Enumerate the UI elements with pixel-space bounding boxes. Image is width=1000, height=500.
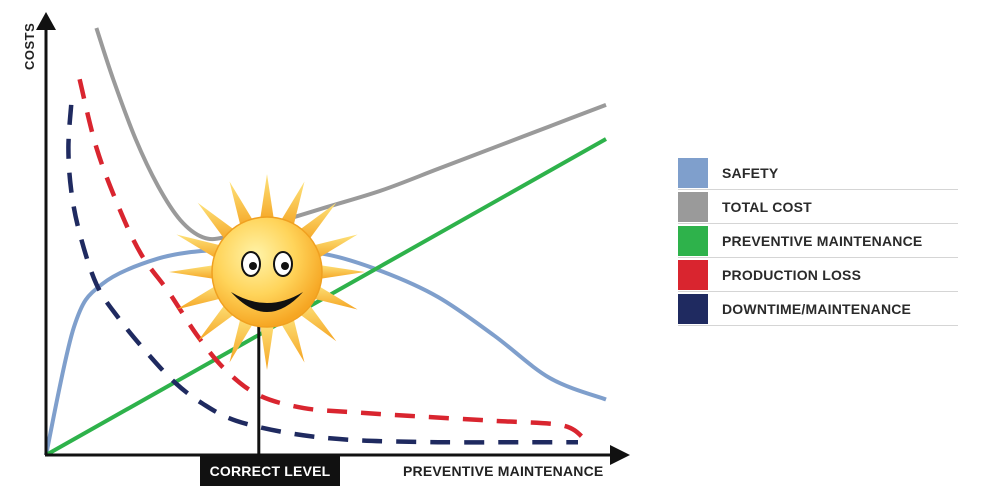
- correct-level-label: CORRECT LEVEL: [200, 456, 340, 486]
- sun-ray: [309, 234, 358, 260]
- series-line-downtime-maintenance: [66, 104, 578, 445]
- sun-rays: [169, 174, 365, 370]
- sun-left-pupil: [249, 262, 257, 270]
- legend-label: TOTAL COST: [722, 198, 812, 215]
- legend-item: DOWNTIME/MAINTENANCE: [678, 292, 958, 326]
- series-line-total-cost: [94, 27, 607, 242]
- legend-item: TOTAL COST: [678, 190, 958, 224]
- legend-swatch: [678, 225, 708, 256]
- y-axis-label: COSTS: [22, 22, 37, 70]
- sun-ray: [296, 202, 337, 243]
- sun-ray: [279, 314, 305, 363]
- sun-ray: [197, 202, 238, 243]
- sun-right-pupil: [281, 262, 289, 270]
- axes: [36, 12, 630, 465]
- sun-icon: [169, 174, 365, 370]
- legend-item: SAFETY: [678, 156, 958, 190]
- x-axis-arrow-icon: [610, 445, 630, 465]
- sun-ray: [259, 321, 275, 370]
- legend-label: SAFETY: [722, 164, 779, 181]
- x-axis-label: PREVENTIVE MAINTENANCE: [403, 463, 604, 479]
- series-layer: [44, 27, 607, 457]
- y-axis-arrow-icon: [36, 12, 56, 30]
- series-line-production-loss: [77, 78, 585, 440]
- legend-label: PRODUCTION LOSS: [722, 266, 862, 283]
- sun-ray: [309, 284, 358, 310]
- legend-swatch: [678, 191, 708, 222]
- sun-ray: [296, 301, 337, 342]
- sun-ray: [229, 181, 255, 230]
- sun-ray: [316, 264, 365, 280]
- sun-ray: [279, 181, 305, 230]
- legend: SAFETY TOTAL COST PREVENTIVE MAINTENANCE PR…: [678, 156, 958, 326]
- legend-swatch: [678, 259, 708, 290]
- series-line-safety: [44, 247, 607, 456]
- legend-swatch: [678, 157, 708, 188]
- sun-smile: [231, 292, 303, 312]
- legend-item: PREVENTIVE MAINTENANCE: [678, 224, 958, 258]
- sun-ray: [176, 234, 225, 260]
- sun-ray: [229, 314, 255, 363]
- sun-ray: [176, 284, 225, 310]
- sun-ray: [197, 301, 238, 342]
- legend-label: PREVENTIVE MAINTENANCE: [722, 232, 923, 249]
- legend-swatch: [678, 293, 708, 324]
- sun-ray: [169, 264, 218, 280]
- legend-label: DOWNTIME/MAINTENANCE: [722, 300, 912, 317]
- sun-ray: [259, 174, 275, 223]
- legend-item: PRODUCTION LOSS: [678, 258, 958, 292]
